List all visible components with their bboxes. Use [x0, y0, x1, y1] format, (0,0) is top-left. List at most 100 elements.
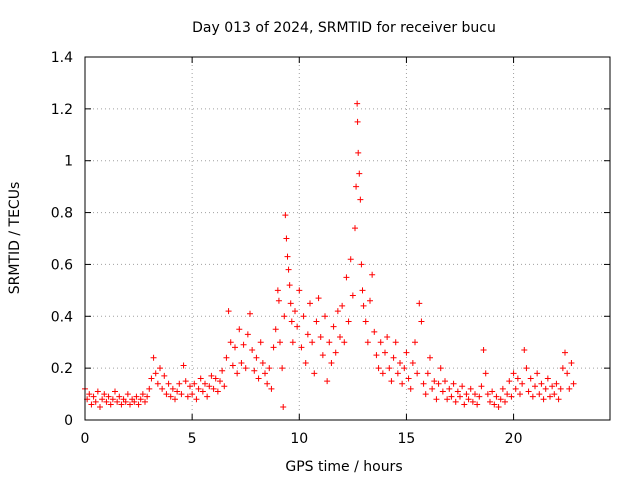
data-point-marker	[163, 391, 170, 398]
data-point-marker	[504, 391, 511, 398]
data-point-marker	[388, 378, 395, 385]
data-point-marker	[182, 378, 189, 385]
data-point-marker	[268, 385, 275, 392]
data-point-marker	[332, 349, 339, 356]
data-point-marker	[382, 349, 388, 356]
data-point-marker	[495, 404, 502, 411]
data-point-marker	[197, 375, 204, 382]
data-point-marker	[435, 380, 442, 387]
data-point-marker	[315, 295, 322, 302]
data-point-marker	[353, 183, 360, 190]
data-point-marker	[371, 328, 378, 335]
data-point-marker	[266, 365, 273, 372]
data-point-marker	[525, 388, 532, 395]
data-point-marker	[493, 393, 500, 400]
data-point-marker	[401, 365, 408, 372]
x-tick-label: 10	[290, 431, 308, 447]
data-point-marker	[167, 393, 174, 400]
data-point-marker	[172, 396, 178, 403]
data-point-marker	[242, 365, 249, 372]
data-points	[82, 100, 577, 411]
data-point-marker	[532, 383, 538, 390]
data-point-marker	[461, 401, 468, 408]
data-point-marker	[437, 365, 444, 372]
data-point-marker	[212, 375, 219, 382]
data-point-marker	[397, 359, 403, 366]
data-point-marker	[313, 318, 320, 325]
data-point-marker	[459, 383, 466, 390]
data-point-marker	[429, 385, 436, 392]
y-axis-title: SRMTID / TECUs	[7, 182, 23, 295]
data-point-marker	[86, 391, 93, 398]
data-point-marker	[309, 339, 316, 346]
data-point-marker	[262, 370, 268, 377]
data-point-marker	[452, 398, 459, 405]
data-point-marker	[107, 401, 114, 408]
data-point-marker	[360, 302, 367, 309]
x-axis-title: GPS time / hours	[285, 459, 402, 475]
data-point-marker	[234, 370, 241, 377]
data-point-marker	[469, 398, 476, 405]
y-tick-label: 1.2	[51, 102, 73, 118]
plot-frame	[84, 56, 611, 421]
data-point-marker	[364, 339, 371, 346]
x-tick-label: 15	[398, 431, 416, 447]
data-point-marker	[189, 391, 196, 398]
data-point-marker	[386, 365, 393, 372]
data-point-marker	[416, 300, 423, 307]
data-point-marker	[467, 385, 474, 392]
data-point-marker	[131, 398, 138, 405]
data-point-marker	[178, 391, 185, 398]
data-point-marker	[184, 393, 191, 400]
data-point-marker	[499, 385, 506, 392]
data-point-marker	[514, 375, 521, 382]
data-point-marker	[357, 196, 364, 203]
data-point-marker	[424, 370, 431, 377]
data-point-marker	[221, 383, 228, 390]
data-point-marker	[270, 344, 277, 351]
data-point-marker	[195, 385, 202, 392]
data-point-marker	[152, 370, 159, 377]
data-point-marker	[238, 359, 245, 366]
data-point-marker	[133, 393, 140, 400]
data-point-marker	[272, 326, 279, 333]
data-point-marker	[202, 380, 208, 387]
data-point-marker	[292, 308, 298, 315]
data-point-marker	[142, 398, 148, 405]
data-point-marker	[296, 287, 303, 294]
data-point-marker	[300, 313, 307, 320]
data-point-marker	[287, 300, 294, 307]
data-point-marker	[247, 310, 253, 317]
data-point-marker	[225, 308, 232, 315]
data-point-marker	[570, 380, 577, 387]
data-point-marker	[122, 398, 129, 405]
data-point-marker	[90, 393, 97, 400]
axis-ticks	[84, 56, 610, 421]
data-point-marker	[154, 380, 161, 387]
y-tick-label: 0.6	[51, 257, 73, 273]
data-point-marker	[375, 365, 382, 372]
data-point-marker	[217, 378, 223, 385]
data-point-marker	[92, 398, 99, 405]
data-point-marker	[210, 385, 217, 392]
data-point-marker	[339, 302, 346, 309]
data-point-marker	[249, 346, 256, 353]
data-point-marker	[506, 378, 513, 385]
data-point-marker	[307, 300, 313, 307]
data-point-marker	[369, 271, 376, 278]
y-tick-label: 0	[64, 413, 73, 429]
data-point-marker	[472, 391, 478, 398]
data-point-marker	[414, 370, 421, 377]
data-point-marker	[174, 388, 181, 395]
data-point-marker	[180, 362, 187, 369]
data-point-marker	[114, 398, 121, 405]
data-point-marker	[422, 391, 429, 398]
data-point-marker	[534, 370, 541, 377]
data-point-marker	[341, 339, 348, 346]
data-point-marker	[279, 365, 286, 372]
data-point-marker	[255, 375, 262, 382]
data-point-marker	[280, 404, 287, 411]
data-point-marker	[529, 393, 536, 400]
x-tick-label: 5	[188, 431, 197, 447]
data-point-marker	[465, 396, 472, 403]
